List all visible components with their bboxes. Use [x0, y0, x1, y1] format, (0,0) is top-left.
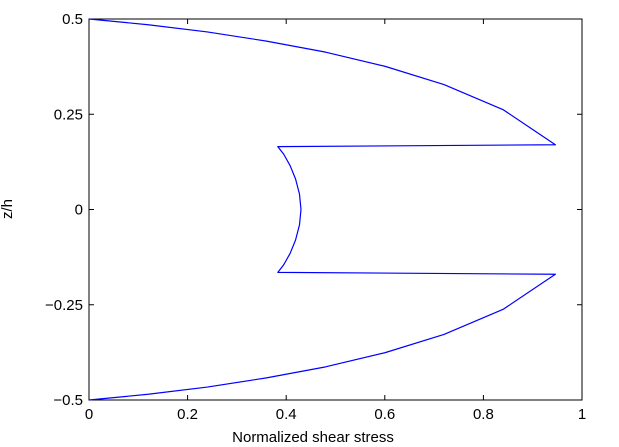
series-group	[88, 18, 556, 401]
y-tick-label: −0.25	[45, 297, 83, 314]
x-tick-label: 1	[578, 406, 586, 423]
x-tick-label: 0.6	[374, 406, 395, 423]
plot-frame	[88, 18, 583, 401]
y-tick-label: 0	[75, 202, 83, 219]
x-tick-label: 0.4	[276, 406, 297, 423]
x-tick-label: 0.8	[473, 406, 494, 423]
y-tick-label: 0.25	[54, 106, 83, 123]
x-tick-label: 0	[85, 406, 93, 423]
y-tick-label: −0.5	[53, 392, 83, 409]
x-tick-label: 0.2	[177, 406, 198, 423]
y-axis-label: z/h	[0, 199, 16, 219]
y-tick-label: 0.5	[62, 11, 83, 28]
x-tick-labels: 0 0.2 0.4 0.6 0.8 1	[85, 406, 586, 423]
series-line	[88, 18, 556, 401]
x-axis-label: Normalized shear stress	[232, 429, 394, 446]
y-tick-labels: −0.5 −0.25 0 0.25 0.5	[45, 11, 83, 409]
